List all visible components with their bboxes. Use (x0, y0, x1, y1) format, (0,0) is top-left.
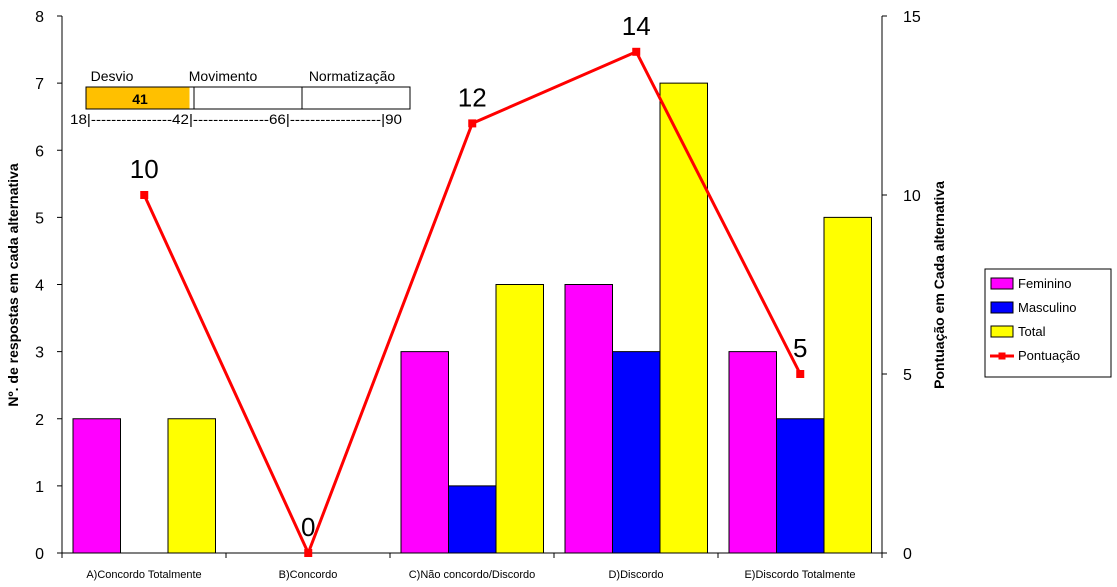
x-tick-label-3: D)Discordo (608, 569, 663, 581)
data-label-pontuacao-0: 10 (130, 154, 159, 184)
inset-label-movimento: Movimento (189, 68, 258, 84)
point-pontuacao-3 (632, 47, 641, 56)
y-axis-title-right: Pontuação em Cada alternativa (931, 181, 947, 389)
legend: Feminino Masculino Total Pontuação (984, 268, 1112, 378)
y-tick-label-left-3: 3 (35, 345, 44, 362)
data-label-pontuacao-3: 14 (622, 11, 651, 41)
x-tick-label-0: A)Concordo Totalmente (86, 569, 201, 581)
legend-label-masculino: Masculino (1018, 300, 1077, 315)
y-tick-label-left-1: 1 (35, 479, 44, 496)
inset-label-desvio: Desvio (91, 68, 134, 84)
bar-masculino-3 (612, 351, 661, 554)
scale-inset: Desvio Movimento Normatização 41 18|----… (70, 68, 411, 127)
legend-label-total: Total (1018, 324, 1046, 339)
y-tick-label-left-6: 6 (35, 143, 44, 160)
y-tick-label-left-8: 8 (35, 9, 44, 26)
x-tick-label-1: B)Concordo (279, 569, 338, 581)
y-tick-label-right-0: 0 (903, 546, 912, 563)
legend-label-pontuacao: Pontuação (1018, 348, 1080, 363)
y-tick-label-right-2: 10 (903, 188, 921, 205)
bar-feminino-3 (564, 284, 613, 554)
y-tick-label-right-1: 5 (903, 367, 912, 384)
bar-total-2 (495, 284, 544, 554)
bar-feminino-2 (400, 351, 449, 554)
legend-swatch-masculino (990, 301, 1014, 314)
y-tick-label-right-3: 15 (903, 9, 921, 26)
line-layer (140, 47, 805, 557)
y-axis-title-left: Nº. de respostas em cada alternativa (5, 163, 21, 406)
bar-total-0 (167, 418, 216, 554)
data-label-pontuacao-2: 12 (458, 82, 487, 112)
data-label-pontuacao-1: 0 (301, 512, 315, 542)
x-tick-label-2: C)Não concordo/Discordo (409, 569, 536, 581)
bar-total-4 (823, 216, 872, 554)
legend-swatch-total (990, 325, 1014, 338)
bar-masculino-4 (776, 418, 825, 554)
x-tick-label-4: E)Discordo Totalmente (744, 569, 855, 581)
bars-layer (72, 82, 872, 554)
inset-cell-movimento (193, 86, 303, 110)
point-pontuacao-1 (304, 549, 313, 557)
y-tick-label-left-5: 5 (35, 210, 44, 227)
inset-scale-text: 18|----------------42|---------------66|… (70, 111, 402, 127)
legend-label-feminino: Feminino (1018, 276, 1071, 291)
bar-feminino-4 (728, 351, 777, 554)
labels-layer: 10 0 12 14 5 (130, 11, 808, 542)
y-tick-label-left-2: 2 (35, 412, 44, 429)
y-tick-label-left-7: 7 (35, 76, 44, 93)
inset-label-normatizacao: Normatização (309, 68, 396, 84)
inset-cell-normatizacao (301, 86, 411, 110)
bar-feminino-0 (72, 418, 121, 554)
legend-marker-pontuacao (998, 352, 1006, 360)
point-pontuacao-4 (796, 370, 805, 378)
y-tick-label-left-0: 0 (35, 546, 44, 563)
bar-masculino-2 (448, 485, 497, 554)
bar-total-3 (659, 82, 708, 554)
point-pontuacao-0 (140, 191, 149, 199)
inset-value-label: 41 (132, 91, 148, 107)
inset-value-fill (86, 87, 190, 109)
point-pontuacao-2 (468, 119, 477, 128)
y-tick-label-left-4: 4 (35, 278, 44, 295)
legend-swatch-feminino (990, 277, 1014, 290)
data-label-pontuacao-4: 5 (793, 333, 807, 363)
